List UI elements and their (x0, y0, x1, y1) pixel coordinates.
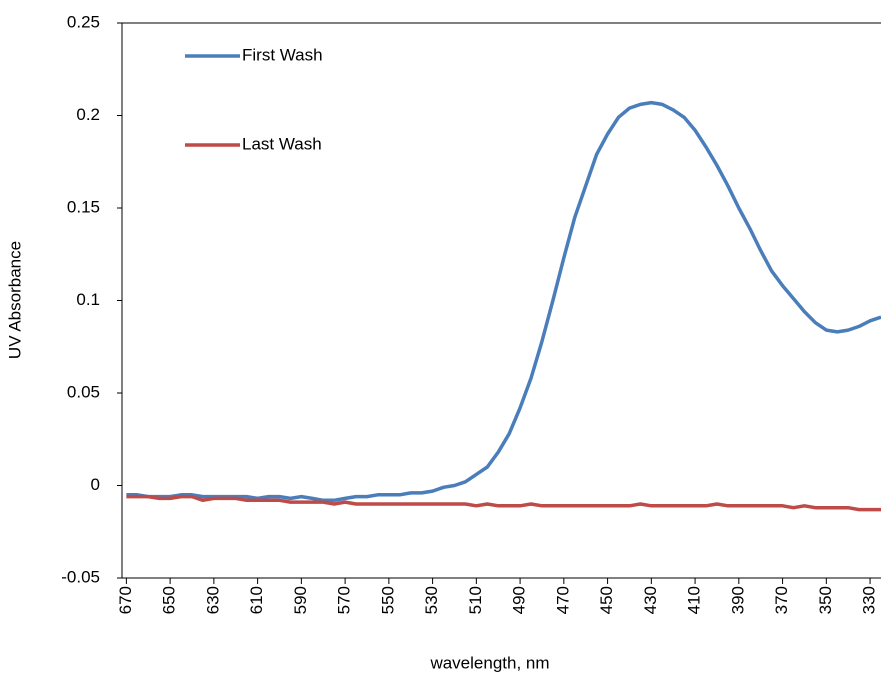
y-tick-label: 0.25 (67, 12, 100, 31)
x-tick-label: 530 (422, 586, 441, 614)
y-tick-label: 0.2 (76, 105, 100, 124)
y-tick-label: 0.05 (67, 382, 100, 401)
x-tick-label: 450 (597, 586, 616, 614)
x-tick-label: 410 (685, 586, 704, 614)
y-tick-label: 0.15 (67, 197, 100, 216)
y-tick-label: 0.1 (76, 290, 100, 309)
x-tick-label: 670 (116, 586, 135, 614)
x-tick-label: 550 (378, 586, 397, 614)
x-axis-title: wavelength, nm (429, 653, 549, 672)
x-tick-label: 430 (641, 586, 660, 614)
x-tick-label: 470 (553, 586, 572, 614)
legend-label: Last Wash (242, 134, 322, 153)
x-tick-label: 590 (291, 586, 310, 614)
x-tick-label: 610 (247, 586, 266, 614)
x-tick-label: 510 (466, 586, 485, 614)
x-tick-label: 630 (203, 586, 222, 614)
x-tick-label: 330 (860, 586, 879, 614)
legend-label: First Wash (242, 45, 323, 64)
series-line (126, 100, 881, 503)
x-tick-label: 390 (728, 586, 747, 614)
x-tick-label: 350 (816, 586, 835, 614)
x-tick-label: 570 (335, 586, 354, 614)
y-axis-title: UV Absorbance (5, 241, 24, 359)
x-tick-label: 650 (160, 586, 179, 614)
x-tick-label: 370 (772, 586, 791, 614)
series-line (126, 494, 881, 512)
y-tick-label: 0 (91, 475, 100, 494)
y-tick-label: -0.05 (61, 567, 100, 586)
x-tick-label: 490 (510, 586, 529, 614)
